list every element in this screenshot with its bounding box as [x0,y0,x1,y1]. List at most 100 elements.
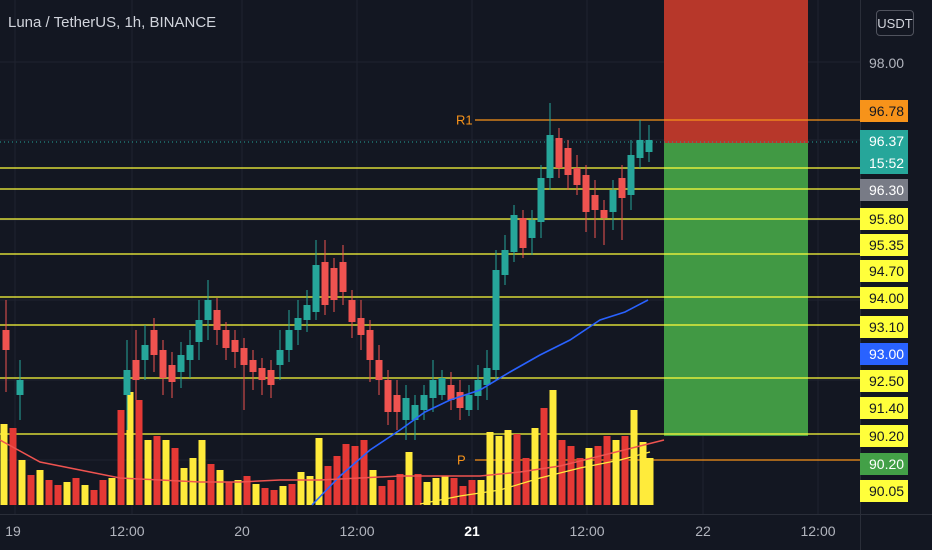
price-tag-position: 96.30 [860,179,908,201]
volume-bar [351,446,359,505]
price-tag-ma: 93.00 [860,343,908,365]
volume-bar [378,486,386,505]
volume-bar [270,490,278,505]
candle-body [510,215,518,252]
candle-body [168,365,176,382]
volume-bar [0,424,8,505]
price-tag-level: 95.80 [860,208,908,230]
candle-body [258,368,266,380]
volume-bar [243,476,251,505]
candle-body [402,398,410,420]
candle-body [600,210,608,218]
candle-body [420,395,428,410]
price-tag-last: 96.37 [860,130,908,152]
chart-canvas[interactable] [0,0,860,514]
volume-bar [639,442,647,505]
chart-pane[interactable]: Luna / TetherUS, 1h, BINANCE R1 P [0,0,860,514]
volume-bar [360,440,368,505]
volume-bar [135,400,143,505]
volume-bar [432,478,440,505]
candle-body [150,330,158,355]
volume-bar [288,484,296,505]
candle-body [132,360,140,380]
candle-body [492,270,500,370]
volume-bar [324,466,332,505]
support-resistance-levels[interactable] [0,167,860,435]
volume-bar [234,480,242,505]
candle-body [555,138,563,168]
price-tag-level: 90.05 [860,480,908,502]
candle-body [195,320,203,342]
volume-bar [9,428,17,505]
volume-bar [504,430,512,505]
volume-bar [342,444,350,505]
pivot-p-label: P [457,452,466,468]
volume-bar [297,472,305,505]
volume-bar [216,470,224,505]
candle-body [438,378,446,395]
stop-loss-zone[interactable] [664,0,808,143]
volume-bar [261,488,269,505]
volume-bar [549,390,557,505]
volume-bar [27,475,35,505]
candle-body [384,380,392,412]
volume-bar [315,438,323,505]
time-axis[interactable]: 19 12:00 20 12:00 21 12:00 22 12:00 [0,514,860,550]
currency-button[interactable]: USDT [876,10,914,36]
volume-bar [117,410,125,505]
volume-bar [576,458,584,505]
candle-body [159,350,167,378]
volume-bar [333,456,341,505]
volume-bar [45,480,53,505]
volume-bar [198,440,206,505]
take-profit-zone[interactable] [664,143,808,436]
price-tag-level: 93.10 [860,316,908,338]
price-axis[interactable] [860,0,932,514]
candle-body [474,380,482,396]
candle-body [429,380,437,398]
candle-body [204,300,212,320]
candle-body [240,348,248,365]
candle-body [222,330,230,348]
price-tag-level: 90.20 [860,425,908,447]
candle-body [501,250,509,275]
candle-body [16,380,24,395]
volume-bar [585,448,593,505]
volume-bar [279,486,287,505]
volume-bar [531,428,539,505]
axis-corner [860,514,932,550]
volume-bar [162,440,170,505]
candle-body [645,140,653,152]
volume-bar [99,480,107,505]
volume-bar [594,446,602,505]
candle-body [447,385,455,400]
candle-body [186,345,194,360]
price-tag-level: 95.35 [860,234,908,256]
time-label: 12:00 [569,523,605,539]
volume-bar [180,468,188,505]
candle-body [564,148,572,175]
price-tag-countdown: 15:52 [860,152,908,174]
volume-ma-secondary-line [419,451,651,505]
price-tag-target: 90.20 [860,453,908,475]
volume-bar [387,480,395,505]
candle-body [339,262,347,292]
volume-bar [468,480,476,505]
candle-body [591,195,599,210]
time-label: 20 [234,523,250,539]
volume-bar [612,440,620,505]
candle-body [483,368,491,385]
volume-bar [207,464,215,505]
candle-body [609,190,617,212]
volume-bar [646,458,654,505]
time-label: 22 [695,523,711,539]
moving-average-line [311,299,649,506]
volume-bar [522,458,530,505]
volume-bar [603,436,611,505]
candle-body [231,340,239,352]
candle-body [330,268,338,300]
volume-bar [405,452,413,505]
volume-bar [252,484,260,505]
candle-body [465,395,473,410]
time-label: 12:00 [800,523,836,539]
